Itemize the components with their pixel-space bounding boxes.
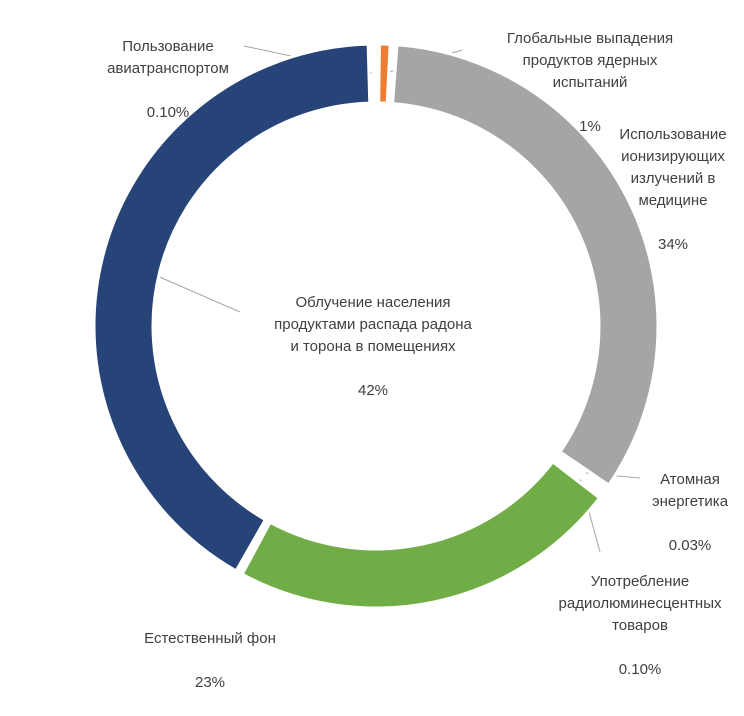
label-global-fallout-value: 1% <box>579 118 601 135</box>
label-nuclear-power: Атомная энергетика 0.03% <box>640 447 740 579</box>
slice-radioluminescent <box>552 455 606 497</box>
label-natural-background-value: 23% <box>194 674 226 691</box>
label-global-fallout-name: Глобальные выпадения продуктов ядерных и… <box>506 30 674 91</box>
label-medicine: Использование ионизирующих излучений в м… <box>605 102 741 278</box>
donut-svg <box>92 42 660 610</box>
label-radioluminescent: Употребление радиолюминесцентных товаров… <box>540 549 740 703</box>
label-natural-background-name: Естественный фон <box>144 630 276 647</box>
slice-nuclear-power <box>555 452 609 493</box>
slice-global-fallout <box>377 42 392 105</box>
donut-chart: Облучение населения продуктами распада р… <box>78 6 741 691</box>
donut-arcs <box>92 42 660 610</box>
label-radon-indoor: Облучение населения продуктами распада р… <box>228 270 518 424</box>
label-radon-indoor-value: 42% <box>357 382 389 399</box>
label-medicine-name: Использование ионизирующих излучений в м… <box>619 126 727 209</box>
label-global-fallout: Глобальные выпадения продуктов ядерных и… <box>480 6 700 160</box>
label-medicine-value: 34% <box>657 236 689 253</box>
label-natural-background: Естественный фон 23% <box>120 606 300 716</box>
label-nuclear-power-value: 0.03% <box>668 537 712 554</box>
label-nuclear-power-name: Атомная энергетика <box>651 471 729 510</box>
label-radon-indoor-name: Облучение населения продуктами распада р… <box>274 294 472 355</box>
slice-medicine <box>391 43 660 488</box>
label-radioluminescent-value: 0.10% <box>618 661 662 678</box>
slice-air-travel <box>371 42 377 105</box>
label-air-travel: Пользование авиатранспортом 0.10% <box>78 14 258 146</box>
slice-radon-indoor <box>92 42 372 573</box>
slice-natural-background <box>240 459 602 610</box>
label-air-travel-value: 0.10% <box>146 104 190 121</box>
label-air-travel-name: Пользование авиатранспортом <box>107 38 229 77</box>
label-radioluminescent-name: Употребление радиолюминесцентных товаров <box>558 573 722 634</box>
